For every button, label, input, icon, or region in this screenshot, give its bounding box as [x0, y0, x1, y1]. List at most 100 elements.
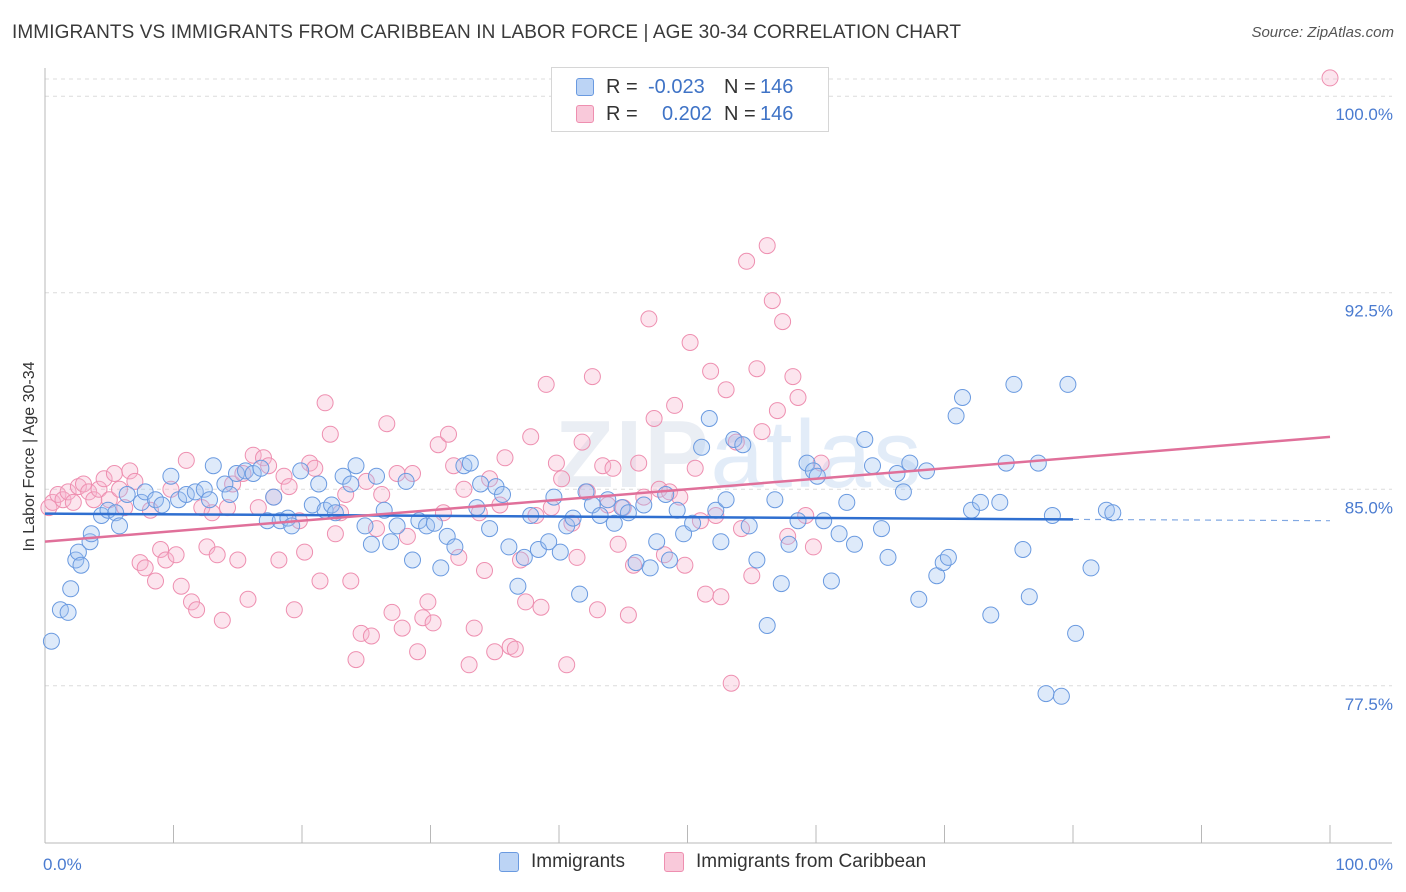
immigrants-point — [789, 512, 807, 530]
caribbean-point — [697, 585, 714, 603]
caribbean-point — [239, 590, 257, 608]
immigrants-trend-line — [44, 512, 1074, 521]
immigrants-point — [1052, 687, 1070, 705]
caribbean-point — [172, 577, 190, 595]
immigrants-point — [758, 617, 776, 634]
immigrants-point — [382, 533, 400, 551]
caribbean-point — [563, 514, 581, 532]
legend-label-immigrants: Immigrants — [531, 851, 625, 872]
immigrants-point — [195, 480, 213, 498]
caribbean-point — [59, 483, 77, 501]
legend-row-caribbean: R = 0.202 N = 146 — [576, 101, 793, 127]
immigrants-point — [657, 486, 675, 503]
caribbean-point — [285, 601, 303, 619]
caribbean-point — [321, 425, 339, 443]
source-label: Source: ZipAtlas.com — [1251, 24, 1394, 41]
immigrants-point — [356, 517, 374, 535]
y-tick-label: 92.5% — [1345, 302, 1393, 321]
caribbean-point — [147, 572, 164, 590]
chart-title: IMMIGRANTS VS IMMIGRANTS FROM CARIBBEAN … — [12, 22, 962, 43]
immigrants-point — [204, 457, 222, 475]
immigrants-point — [734, 436, 752, 454]
legend-swatch-immigrants — [499, 852, 519, 872]
caribbean-point — [547, 454, 565, 472]
caribbean-point — [655, 546, 673, 564]
caribbean-point — [440, 425, 457, 443]
caribbean-point — [758, 237, 776, 255]
immigrants-point — [684, 514, 702, 532]
immigrants-point — [605, 514, 623, 532]
immigrants-point — [292, 462, 310, 480]
immigrants-point — [162, 467, 180, 485]
legend-swatch-caribbean — [576, 105, 594, 123]
caribbean-point — [594, 457, 612, 475]
caribbean-point — [378, 415, 396, 433]
caribbean-point — [686, 459, 704, 477]
caribbean-point — [373, 486, 391, 503]
immigrants-point — [972, 493, 989, 511]
caribbean-point — [753, 423, 771, 441]
caribbean-point — [95, 470, 113, 488]
immigrants-point — [1020, 588, 1038, 606]
caribbean-point — [573, 433, 591, 451]
immigrants-point — [564, 509, 582, 527]
caribbean-point — [280, 478, 298, 496]
immigrants-point — [772, 575, 790, 593]
immigrants-point — [432, 559, 450, 577]
immigrants-point — [153, 496, 171, 514]
immigrants-point — [252, 459, 270, 477]
legend-swatch-caribbean — [664, 852, 684, 872]
caribbean-point — [167, 546, 185, 564]
immigrants-point — [1014, 541, 1032, 558]
caribbean-point — [136, 559, 154, 577]
caribbean-point — [532, 598, 550, 616]
immigrants-point — [1005, 375, 1023, 393]
caribbean-point — [398, 527, 416, 545]
caribbean-point — [116, 499, 134, 517]
immigrants-point — [830, 525, 848, 543]
immigrants-point — [1043, 507, 1061, 524]
immigrants-point — [72, 556, 90, 574]
legend-item-caribbean: Immigrants from Caribbean — [664, 851, 926, 873]
immigrants-point — [635, 496, 653, 514]
immigrants-point — [509, 577, 527, 595]
immigrants-point — [59, 603, 77, 621]
immigrants-point — [201, 491, 218, 509]
caribbean-point — [537, 375, 555, 393]
immigrants-point — [648, 533, 666, 551]
caribbean-point — [311, 572, 329, 590]
immigrants-point — [368, 467, 385, 485]
immigrants-point — [303, 496, 321, 514]
caribbean-point — [229, 551, 247, 569]
immigrants-point — [388, 517, 406, 535]
immigrants-point — [323, 496, 341, 514]
immigrants-point — [1067, 624, 1085, 642]
y-tick-label: 85.0% — [1345, 498, 1393, 517]
legend-r-label: R = — [606, 75, 638, 98]
caribbean-point — [712, 588, 730, 606]
immigrants-point — [693, 438, 711, 456]
immigrants-point — [1029, 454, 1047, 472]
caribbean-point — [486, 643, 504, 661]
immigrants-point — [982, 606, 1000, 624]
immigrants-point — [472, 475, 490, 493]
y-tick-label: 100.0% — [1335, 105, 1393, 124]
y-tick-label: 77.5% — [1345, 695, 1393, 714]
caribbean-point — [409, 643, 427, 661]
caribbean-point — [275, 467, 293, 485]
immigrants-point — [864, 457, 881, 475]
caribbean-point — [64, 493, 82, 511]
legend-r-label: R = — [606, 102, 638, 125]
caribbean-point — [784, 368, 802, 386]
immigrants-point — [118, 486, 136, 503]
caribbean-point — [270, 551, 288, 569]
caribbean-point — [445, 457, 463, 475]
caribbean-point — [90, 480, 108, 498]
immigrants-point — [342, 475, 360, 493]
caribbean-point — [188, 601, 206, 619]
immigrants-point — [766, 491, 784, 509]
series-legend: Immigrants Immigrants from Caribbean — [0, 851, 1406, 877]
immigrants-point — [641, 559, 659, 577]
caribbean-point — [589, 601, 606, 619]
immigrants-point — [221, 486, 239, 503]
